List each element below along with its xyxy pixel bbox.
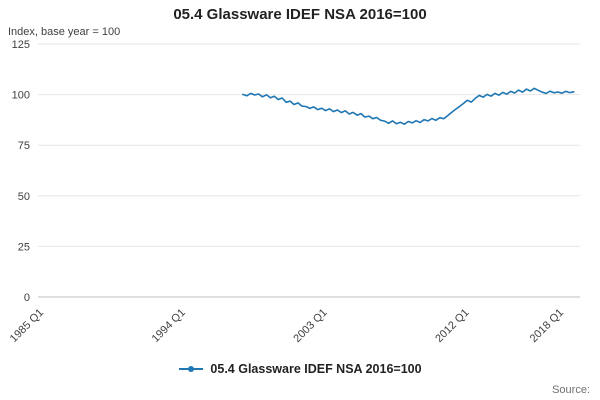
svg-text:1994 Q1: 1994 Q1 xyxy=(150,307,188,345)
svg-text:50: 50 xyxy=(18,191,30,203)
legend-line-marker-icon xyxy=(179,366,204,372)
source-label: Source: xyxy=(552,384,590,396)
svg-text:25: 25 xyxy=(18,241,30,253)
legend-series-label: 05.4 Glassware IDEF NSA 2016=100 xyxy=(210,362,422,376)
legend: 05.4 Glassware IDEF NSA 2016=100 xyxy=(0,362,600,376)
svg-text:2003 Q1: 2003 Q1 xyxy=(291,307,329,345)
svg-text:2018 Q1: 2018 Q1 xyxy=(528,307,566,345)
svg-text:2012 Q1: 2012 Q1 xyxy=(433,307,471,345)
line-chart-canvas: 0 25 50 75 100 125 1985 Q1 1994 Q1 2003 Q1 2012 Q… xyxy=(8,40,580,345)
chart-title: 05.4 Glassware IDEF NSA 2016=100 xyxy=(173,6,427,23)
svg-text:125: 125 xyxy=(12,40,30,51)
y-axis-title: Index, base year = 100 xyxy=(8,26,121,38)
svg-text:0: 0 xyxy=(24,292,30,304)
svg-text:100: 100 xyxy=(12,90,30,102)
svg-text:75: 75 xyxy=(18,140,30,152)
svg-text:1985 Q1: 1985 Q1 xyxy=(8,307,46,345)
